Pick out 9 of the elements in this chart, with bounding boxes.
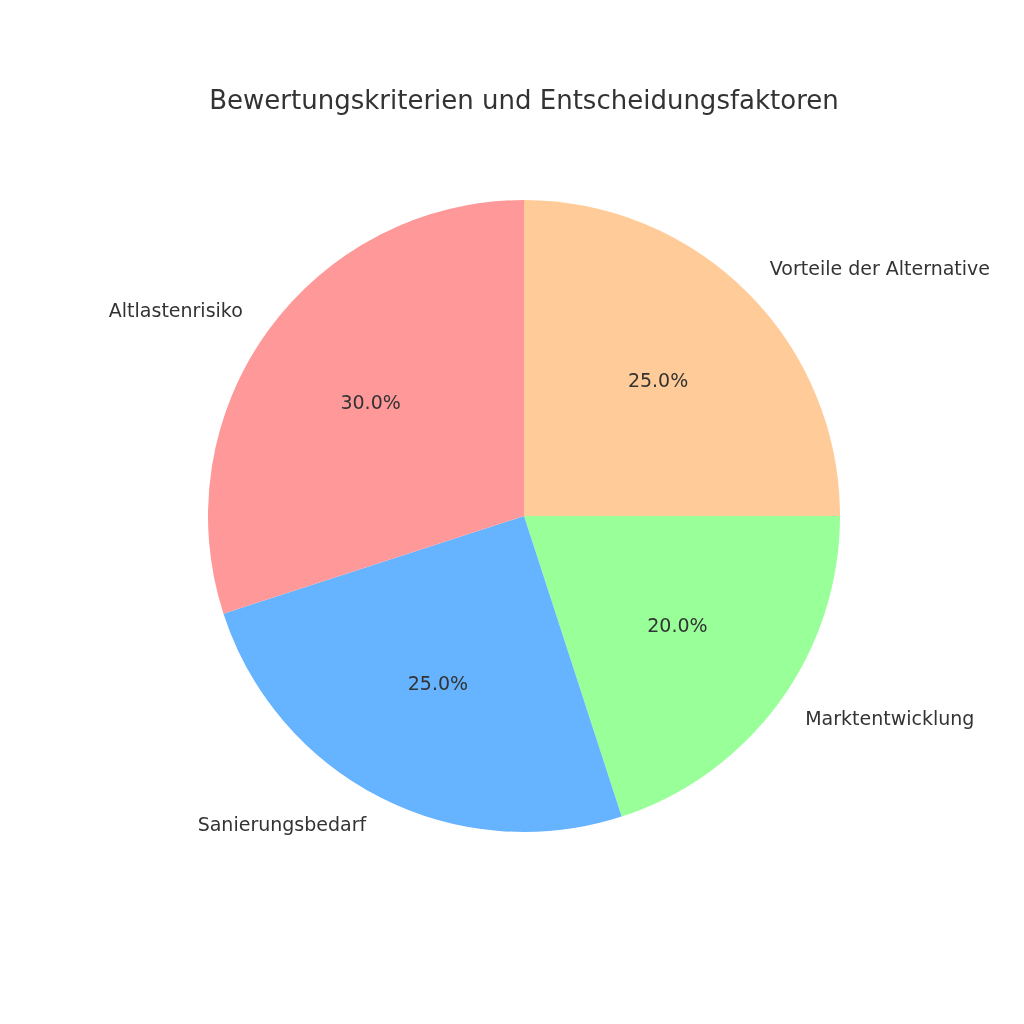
slice-label: Vorteile der Alternative (769, 257, 991, 280)
chart-title: Bewertungskriterien und Entscheidungsfaktoren (209, 84, 839, 115)
data-label: 20.0% (647, 614, 708, 637)
data-label: 25.0% (627, 368, 689, 391)
slice-label: Altlastenrisiko (108, 298, 243, 321)
slice-label: Sanierungsbedarf (197, 812, 368, 835)
data-label: 30.0% (340, 391, 401, 414)
slice-label: Marktentwicklung (805, 707, 975, 730)
data-label: 25.0% (407, 671, 469, 694)
